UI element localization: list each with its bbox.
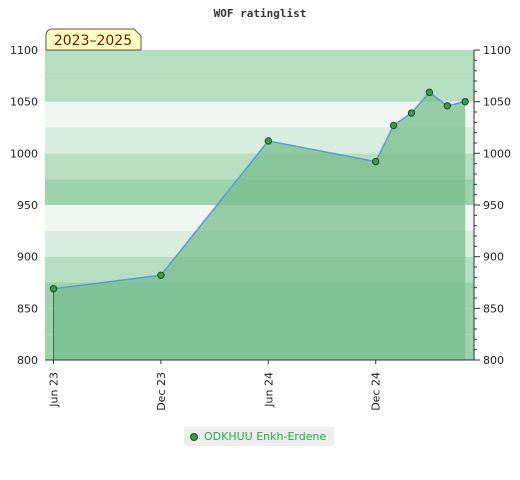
y-tick-label-left: 1050 [10, 96, 38, 109]
data-point [461, 97, 469, 106]
chart-title: WOF ratinglist [214, 7, 307, 20]
data-point [157, 271, 165, 279]
background-band [45, 75, 474, 102]
legend-marker [190, 432, 198, 441]
y-tick-label-right: 1100 [483, 44, 511, 57]
period-badge-label: 2023–2025 [54, 33, 132, 49]
y-tick-label-left: 1100 [10, 44, 38, 57]
y-tick-label-left: 850 [17, 302, 38, 315]
y-tick-label-right: 1000 [483, 147, 511, 160]
y-tick-label-right: 800 [483, 354, 504, 367]
data-point [49, 285, 58, 293]
data-point [407, 109, 416, 117]
data-point [372, 157, 380, 166]
y-tick-label-left: 1000 [10, 147, 38, 160]
y-tick-label-right: 900 [483, 251, 504, 264]
chart-legend: ODKHUU Enkh-Erdene [184, 427, 335, 446]
legend-series-label: ODKHUU Enkh-Erdene [204, 430, 327, 443]
y-tick-label-right: 1050 [483, 96, 511, 109]
period-badge: 2023–2025 [45, 28, 142, 51]
x-tick-label: Dec 23 [155, 372, 168, 411]
x-tick-label: Dec 24 [370, 372, 383, 411]
data-point [425, 88, 434, 97]
y-tick-label-right: 850 [483, 302, 504, 315]
background-band [45, 50, 474, 76]
y-tick-label-left: 800 [17, 354, 38, 367]
data-point [389, 121, 398, 130]
x-tick-label: Jun 23 [48, 372, 61, 408]
data-point [264, 137, 272, 145]
y-tick-label-right: 950 [483, 199, 504, 212]
y-tick-label-left: 900 [17, 251, 38, 264]
data-point [443, 102, 451, 110]
y-tick-label-left: 950 [17, 199, 38, 212]
x-tick-label: Jun 24 [262, 372, 275, 408]
